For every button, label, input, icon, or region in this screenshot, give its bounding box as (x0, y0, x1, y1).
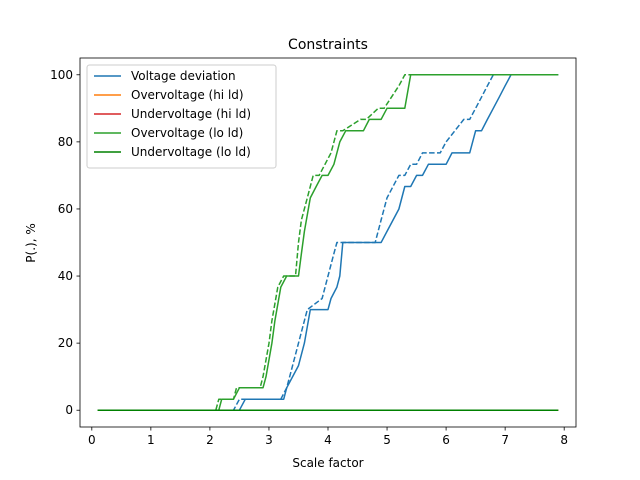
legend-entry: Overvoltage (lo ld) (131, 126, 243, 140)
y-tick-label: 40 (58, 269, 73, 283)
y-axis-label: P(.), % (24, 223, 38, 262)
x-axis-label: Scale factor (292, 456, 363, 470)
chart-title: Constraints (288, 37, 368, 53)
x-tick-label: 0 (88, 433, 96, 447)
x-tick-label: 2 (206, 433, 214, 447)
legend-entry: Undervoltage (lo ld) (131, 145, 251, 159)
x-tick-label: 7 (501, 433, 509, 447)
y-tick-label: 60 (58, 202, 73, 216)
legend-box (86, 64, 277, 169)
x-tick-label: 1 (147, 433, 155, 447)
series-line-1 (97, 74, 559, 411)
series-line-2 (97, 74, 559, 411)
y-tick-label: 80 (58, 135, 73, 149)
plot-area (97, 74, 559, 411)
y-tick-label: 20 (58, 336, 73, 350)
legend-entry: Overvoltage (hi ld) (131, 88, 244, 102)
x-tick-label: 6 (442, 433, 450, 447)
y-tick-label: 100 (50, 68, 73, 82)
legend-entry: Undervoltage (hi ld) (131, 107, 251, 121)
legend-entry: Voltage deviation (131, 69, 236, 83)
legend: Voltage deviation Overvoltage (hi ld) Unde… (86, 64, 277, 169)
x-tick-label: 3 (265, 433, 273, 447)
series-line-6 (97, 74, 559, 411)
x-tick-label: 8 (560, 433, 568, 447)
x-tick-label: 5 (383, 433, 391, 447)
x-tick-label: 4 (324, 433, 332, 447)
y-tick-label: 0 (65, 403, 73, 417)
